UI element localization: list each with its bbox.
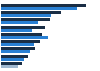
Bar [1,21,38,24]
Bar [1,36,48,39]
Bar [1,58,24,61]
Bar [1,26,45,29]
Bar [1,47,35,50]
Bar [1,4,86,7]
Bar [1,65,18,68]
Bar [1,33,42,36]
Bar [1,7,77,10]
Bar [1,50,30,53]
Bar [1,62,22,65]
Bar [1,40,40,43]
Bar [1,29,32,32]
Bar [1,18,50,21]
Bar [1,43,34,46]
Bar [1,11,61,14]
Bar [1,14,51,17]
Bar [1,55,28,58]
